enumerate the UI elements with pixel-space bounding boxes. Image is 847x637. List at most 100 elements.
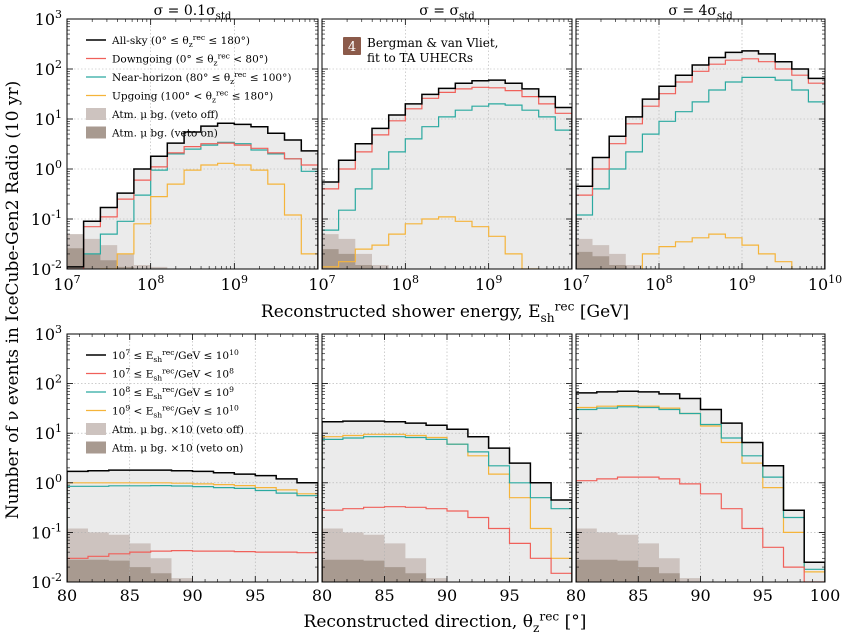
x-tick-label: 95 [753,586,773,605]
panel-top-left: 10-2 10-1 100 101 102 103 107 108 109 σ = 0.1σstd… [31,3,319,294]
allsky-fill [322,80,572,269]
x-tick-label: 90 [690,586,710,605]
x-tick-label: 1010 [808,273,842,294]
x-tick-label: 85 [120,586,140,605]
series-line [322,420,572,582]
panel-title: σ = σstd​ [419,3,475,22]
background-veto-on [576,559,680,582]
x-tick-label: 85 [628,586,648,605]
panel-top-right: 107 108 109 1010 σ = 4σstd​ [562,3,842,294]
series-line [67,550,318,582]
plot-area [67,19,318,269]
series-line [576,390,825,582]
x-tick-label: 109 [728,273,755,294]
series-line [576,476,825,582]
x-tick-label: 107 [308,273,335,294]
panel-frame [321,18,573,270]
x-tick-label: 100 [810,586,841,605]
background-veto-on [322,249,372,269]
y-tick-label: 100 [35,158,62,179]
y-axis-label: Number of ν events in IceCube-Gen2 Radio… [3,81,23,520]
y-tick-label: 103 [35,323,62,344]
badge-number: 4 [348,40,356,55]
background-veto-on [576,251,626,269]
series-line [67,122,318,269]
legend-bottom: 107​ ≤ Esh​rec​/GeV ≤ 1010​ 107​ ≤ Esh​re… [86,348,244,455]
plot-area [576,334,825,582]
series-line [322,103,572,269]
series-line [322,86,572,269]
series-line [322,216,540,269]
legend-label: Upgoing (100° < θz​rec​ ≤ 180°) [112,89,273,105]
series-line [322,436,572,582]
y-tick-label: 10-2 [31,571,62,592]
series-line [67,469,318,582]
legend-swatch-patch [86,423,106,435]
y-tick-label: 103 [35,8,62,29]
x-tick-label: 80 [312,586,332,605]
legend-top: All-sky (0° ≤ θz​rec​ ≤ 180°) Downgoing (… [86,33,291,140]
legend-label: 108​ ≤ Esh​rec​/GeV ≤ 109​ [112,385,234,401]
allsky-fill [576,50,825,269]
badge-box [343,37,361,55]
plot-area [67,334,318,582]
x-tick-label: 85 [374,586,394,605]
legend-label: Atm. μ bg. (veto off) [111,109,219,121]
x-tick-label: 108 [392,273,419,294]
legend-label: 107​ ≤ Esh​rec​/GeV < 108​ [112,367,234,383]
x-tick-label: 90 [437,586,457,605]
y-tick-label: 102 [35,373,62,394]
y-tick-label: 10-1 [31,208,62,229]
x-tick-label: 108 [137,273,164,294]
legend-label: Atm. μ bg. ×10 (veto on) [111,443,243,455]
grid [67,334,318,582]
y-tick-label: 10-1 [31,521,62,542]
legend-label: All-sky (0° ≤ θz​rec​ ≤ 180°) [111,33,250,49]
series-line [67,485,318,582]
series-line [322,79,572,269]
panel-title: σ = 0.1σstd​ [154,3,232,22]
x-axis-label-top: Reconstructed shower energy, Esh​rec​ [G… [261,300,629,325]
legend-label: Near-horizon (80° ≤ θz​rec​ ≤ 100°) [112,70,291,86]
panel-bottom-left: 10-2 10-1 100 101 102 103 80 85 90 95 [31,323,319,605]
source-badge: 4 Bergman & van Vliet,fit to TA UHECRs [343,36,498,65]
panel-bottom-middle: 80 85 90 95 [312,333,573,605]
y-tick-label: 100 [35,472,62,493]
background-veto-on [322,559,427,582]
legend-swatch-patch [86,108,106,120]
y-tick-label: 101 [35,422,62,443]
panel-frame [66,18,319,270]
x-tick-label: 109 [475,273,502,294]
x-tick-label: 80 [57,586,77,605]
x-tick-label: 107 [53,273,80,294]
series-line [67,142,318,269]
series-line [576,50,825,269]
allsky-fill [67,123,318,269]
x-tick-label: 80 [566,586,586,605]
legend-label: Atm. μ bg. ×10 (veto off) [111,424,244,436]
series-line [67,141,318,269]
y-tick-label: 10-2 [31,258,62,279]
x-axis-label-bottom: Reconstructed direction, θz​rec​ [°] [304,610,587,635]
x-tick-label: 95 [499,586,519,605]
background-veto-on [67,559,172,582]
panel-top-middle: 107 108 109 σ = σstd​ [308,3,573,294]
legend-label: 109​ < Esh​rec​/GeV ≤ 1010​ [112,404,239,420]
panel-title: σ = 4σstd​ [668,3,733,22]
legend-swatch-patch [86,126,106,139]
x-tick-label: 108 [645,273,672,294]
series-line [67,482,318,582]
plot-area [576,19,825,269]
series-line [99,162,318,269]
legend-label: Atm. μ bg. (veto on) [111,128,218,140]
series-line [576,58,825,269]
legend-swatch-patch [86,441,106,454]
series-line [322,506,572,582]
legend-label: 107​ ≤ Esh​rec​/GeV ≤ 1010​ [112,348,239,364]
x-tick-label: 107 [562,273,589,294]
x-tick-label: 109 [221,273,248,294]
y-tick-label: 102 [35,58,62,79]
panel-bottom-right: 80 85 90 95 100 [566,333,841,605]
y-tick-label: 101 [35,108,62,129]
